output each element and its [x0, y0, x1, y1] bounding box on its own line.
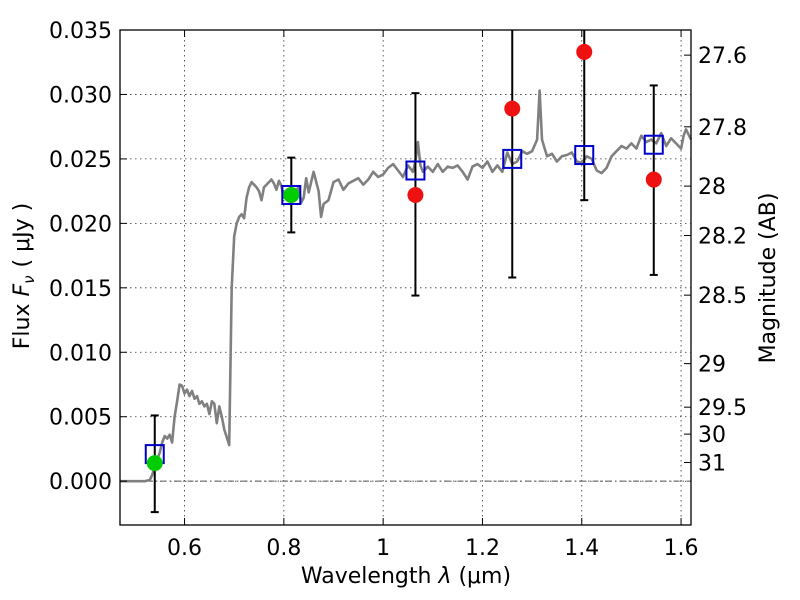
y-axis-title-subscript: ν — [20, 275, 38, 283]
x-tick-label: 1.2 — [465, 536, 500, 561]
magnitude-tick-label: 30 — [698, 423, 726, 448]
model-photometry-square — [574, 145, 595, 166]
y-tick-label: 0.035 — [49, 19, 112, 44]
model-photometry-square — [643, 134, 664, 155]
magnitude-tick-labels: 27.6 27.8 28 28.2 28.5 29 29.530 31 — [698, 44, 747, 476]
observed-point — [576, 43, 593, 60]
circle-layer — [146, 43, 662, 472]
magnitude-tick-label: 28.5 — [698, 284, 747, 309]
y-axis-title-unit: ( μJy ) — [10, 203, 35, 268]
observed-point — [504, 100, 521, 117]
y-axis-title: Flux Fν ( μJy ) — [10, 203, 38, 349]
x-tick-label: 1.6 — [664, 536, 699, 561]
detection-point — [283, 187, 300, 203]
x-tick-label: 1 — [376, 536, 390, 561]
x-axis-title: Wavelength λ (μm) — [301, 564, 511, 589]
magnitude-tick-label: 27.8 — [698, 116, 747, 141]
y-tick-label: 0.015 — [49, 277, 112, 302]
magnitude-tick-label: 29.5 — [698, 396, 747, 421]
observed-point — [645, 171, 662, 188]
spectrum-line — [120, 89, 693, 483]
tick-marks — [120, 29, 691, 525]
y-tick-label: 0.030 — [49, 83, 112, 108]
x-axis-title-prefix: Wavelength — [301, 564, 432, 589]
magnitude-tick-label: 29 — [698, 353, 726, 378]
magnitude-tick-label: 28 — [698, 175, 726, 200]
model-photometry-square — [281, 185, 302, 205]
y-tick-label: 0.020 — [49, 212, 112, 237]
magnitude-axis-title: Magnitude (AB) — [756, 193, 781, 364]
x-tick-label: 0.6 — [167, 536, 202, 561]
detection-point — [146, 455, 163, 472]
x-axis-title-unit: (μm) — [458, 564, 511, 589]
y-axis-title-prefix: Flux — [10, 303, 35, 349]
model-photometry-square — [502, 148, 523, 169]
magnitude-tick-label: 27.6 — [698, 44, 747, 69]
model-photometry-square — [405, 160, 426, 181]
x-tick-labels: 0.6 0.8 1 1.2 1.4 1.6 — [167, 536, 699, 561]
plot-frame — [119, 29, 692, 526]
y-axis-title-symbol: F — [10, 283, 35, 296]
x-axis-title-symbol: λ — [437, 564, 451, 589]
x-tick-label: 1.4 — [564, 536, 599, 561]
magnitude-tick-label: 28.2 — [698, 224, 747, 249]
spectrum-layer — [120, 89, 693, 483]
y-tick-label: 0.010 — [49, 341, 112, 366]
y-tick-label: 0.025 — [49, 148, 112, 173]
magnitude-tick-label: 31 — [698, 451, 726, 476]
y-tick-labels: 0.000 0.005 0.010 0.015 0.020 0.025 0.030 0.035 — [49, 19, 112, 495]
x-tick-label: 0.8 — [266, 536, 301, 561]
observed-point — [407, 187, 424, 203]
y-tick-label: 0.000 — [49, 470, 112, 495]
y-tick-label: 0.005 — [49, 406, 112, 431]
